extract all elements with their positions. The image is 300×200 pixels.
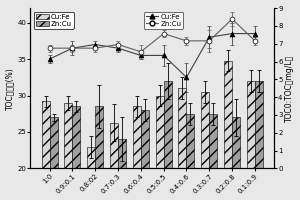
Legend: Cu:Fe, Zn:Cu: Cu:Fe, Zn:Cu — [34, 12, 74, 29]
Bar — [72, 106, 80, 200]
Bar — [95, 106, 103, 200]
Y-axis label: TOC去除率(%): TOC去除率(%) — [6, 67, 15, 110]
Bar — [224, 61, 232, 200]
Bar — [42, 101, 50, 200]
Legend: Cu:Fe, Zn:Cu: Cu:Fe, Zn:Cu — [143, 12, 183, 29]
Bar — [164, 81, 172, 200]
Bar — [187, 114, 194, 200]
Bar — [156, 96, 164, 200]
Bar — [247, 81, 255, 200]
Bar — [141, 110, 149, 200]
Bar — [232, 117, 240, 200]
Bar — [201, 92, 209, 200]
Y-axis label: TOC0:TOC（mg/L）: TOC0:TOC（mg/L） — [285, 55, 294, 122]
Bar — [50, 117, 58, 200]
Bar — [178, 88, 187, 200]
Bar — [118, 139, 126, 200]
Bar — [255, 81, 263, 200]
Bar — [64, 103, 72, 200]
Bar — [209, 114, 217, 200]
Bar — [133, 106, 141, 200]
Bar — [110, 123, 118, 200]
Bar — [87, 147, 95, 200]
